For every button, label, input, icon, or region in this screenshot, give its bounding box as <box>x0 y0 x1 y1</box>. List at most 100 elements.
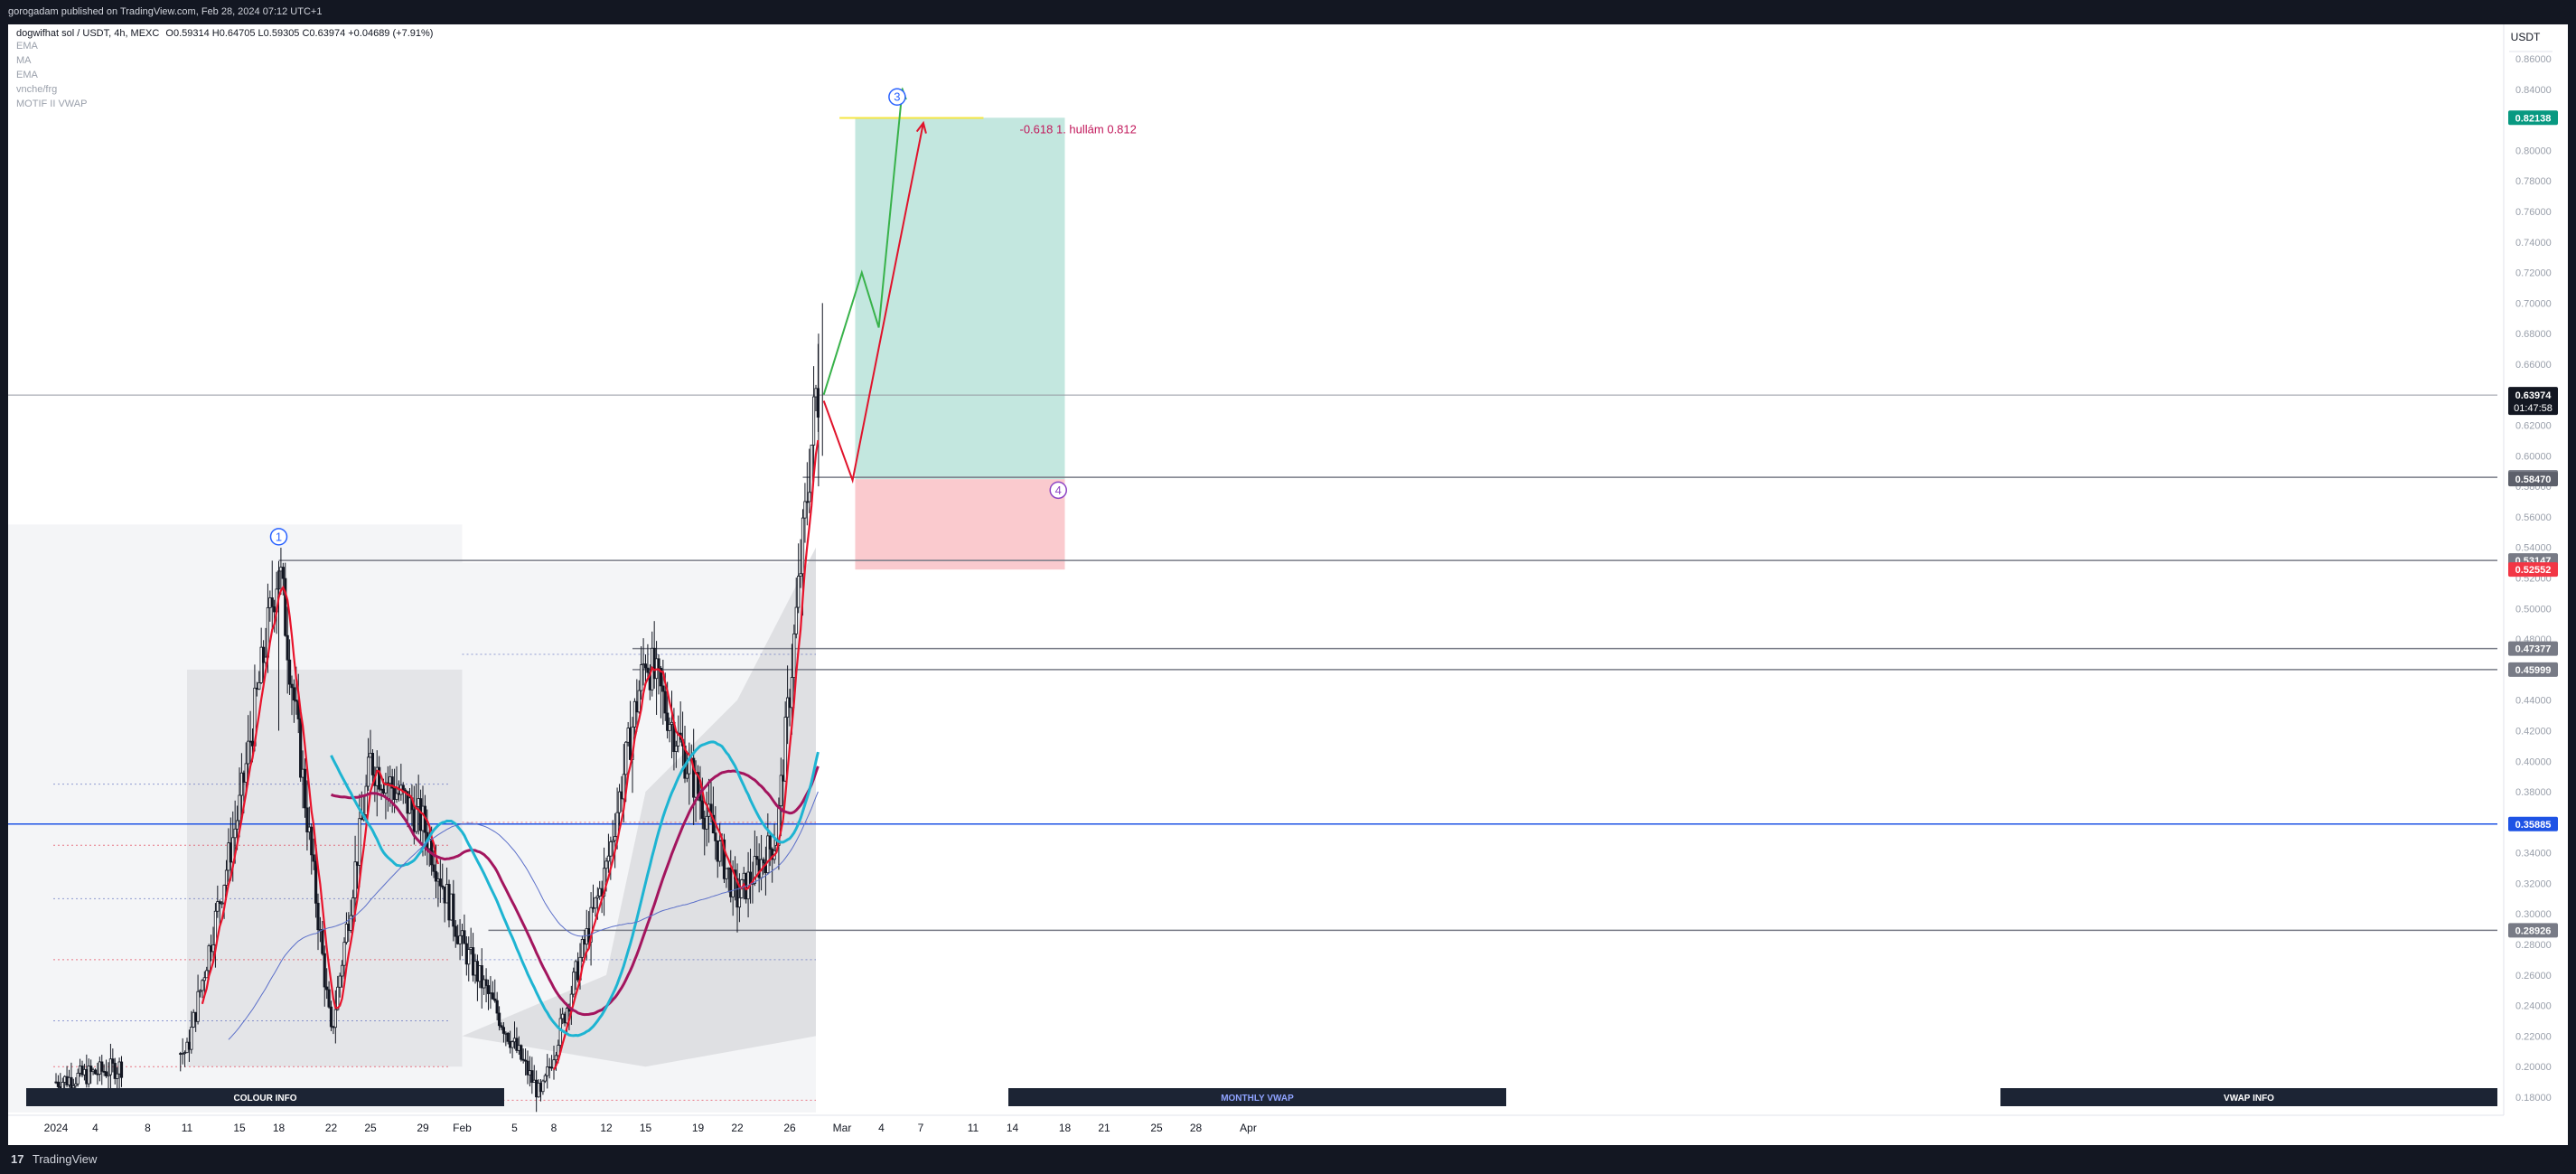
candle-body <box>303 768 307 809</box>
ohlc-values: O0.59314 H0.64705 L0.59305 C0.63974 +0.0… <box>165 28 434 39</box>
indicator-ema-2[interactable]: EMA <box>16 70 38 80</box>
candle-body <box>284 578 287 636</box>
chart-legend: dogwifhat sol / USDT, 4h, MEXC O0.59314 … <box>16 28 436 111</box>
candle-body <box>233 828 237 839</box>
y-tick-label: 0.76000 <box>2515 207 2552 218</box>
ema-fast-line <box>553 439 820 1071</box>
currency-label: USDT <box>2511 31 2541 43</box>
candle-body <box>558 1018 562 1046</box>
candle-body <box>287 659 292 685</box>
price-label-bg <box>2508 816 2558 831</box>
candle-body <box>202 977 206 981</box>
candle-body <box>378 766 381 790</box>
price-label: 0.45999 <box>2515 665 2552 676</box>
candle-body <box>395 793 398 800</box>
candle-body <box>281 567 285 579</box>
candle-body <box>71 1085 75 1089</box>
candle-body <box>748 871 753 885</box>
y-tick-label: 0.78000 <box>2515 176 2552 187</box>
candle-body <box>93 1069 98 1075</box>
symbol-name[interactable]: dogwifhat sol / USDT, 4h, MEXC <box>16 28 160 39</box>
indicator-ema-1[interactable]: EMA <box>16 41 38 52</box>
candle-body <box>100 1061 104 1072</box>
candle-body <box>370 753 375 775</box>
candle-body <box>722 839 726 879</box>
y-tick-label: 0.18000 <box>2515 1093 2552 1104</box>
x-tick-label: 19 <box>692 1122 705 1134</box>
candle-body <box>111 1058 115 1064</box>
candle-body <box>366 756 370 787</box>
candle-body <box>530 1070 534 1084</box>
x-tick-label: 25 <box>1150 1122 1163 1134</box>
candle-body <box>554 1055 558 1061</box>
candle-body <box>725 868 728 879</box>
candle-body <box>314 860 318 904</box>
x-tick-label: Feb <box>453 1122 472 1134</box>
candle-body <box>792 634 796 678</box>
chart-frame[interactable]: -0.618 1. hullám 0.812 1 3 4 COLOUR INFO MONT… <box>8 24 2568 1145</box>
price-label-bg <box>2508 923 2558 938</box>
candle-body <box>668 724 671 731</box>
wave-label-3: 3 <box>894 90 900 104</box>
x-tick-label: 28 <box>1190 1122 1203 1134</box>
candle-body <box>511 1041 514 1048</box>
target-zone <box>855 117 1065 480</box>
y-tick-label: 0.80000 <box>2515 146 2552 156</box>
candle-body <box>342 942 346 966</box>
candle-body <box>238 794 241 822</box>
candle-body <box>295 700 298 702</box>
candle-body <box>340 964 344 977</box>
candle-body <box>89 1066 93 1073</box>
candle-body <box>768 835 772 850</box>
candle-body <box>484 979 488 986</box>
y-tick-label: 0.30000 <box>2515 909 2552 920</box>
candle-body <box>321 929 324 954</box>
candle-body <box>216 901 220 912</box>
candle-body <box>196 991 200 1022</box>
candle-body <box>463 930 466 944</box>
candle-body <box>705 815 708 830</box>
x-tick-label: 5 <box>511 1122 518 1134</box>
candle-body <box>506 1032 510 1042</box>
candle-body <box>696 772 700 794</box>
candle-body <box>779 775 782 806</box>
tradingview-logo-icon[interactable]: 17 <box>11 1152 24 1166</box>
candle-body <box>700 800 704 819</box>
candle-body <box>794 606 798 634</box>
candle-body <box>74 1083 78 1086</box>
publish-text: gorogadam published on TradingView.com, … <box>8 6 323 17</box>
candle-body <box>497 1012 501 1027</box>
price-label-bg <box>2508 110 2558 126</box>
candle-body <box>467 949 471 965</box>
candle-body <box>323 953 326 988</box>
candle-body <box>632 700 637 728</box>
price-label-bg <box>2508 562 2558 578</box>
candle-body <box>358 818 361 866</box>
info-box <box>2000 1088 2497 1106</box>
feb-inner-band <box>462 547 816 1067</box>
x-tick-label: 22 <box>731 1122 744 1134</box>
candle-body <box>329 1006 333 1028</box>
candle-body <box>452 893 455 927</box>
candle-body <box>333 1009 337 1028</box>
x-tick-label: 11 <box>182 1122 193 1134</box>
indicator-vwap[interactable]: MOTIF II VWAP <box>16 99 88 109</box>
wave-label-4: 4 <box>1055 484 1062 497</box>
candle-body <box>624 741 628 775</box>
indicator-ma[interactable]: MA <box>16 55 32 66</box>
publish-header: gorogadam published on TradingView.com, … <box>0 0 2576 24</box>
candle-body <box>244 763 248 783</box>
brand-name[interactable]: TradingView <box>32 1152 98 1166</box>
candle-body <box>640 664 643 691</box>
candle-body <box>205 970 209 979</box>
candle-body <box>434 870 438 882</box>
indicator-vnche[interactable]: vnche/frg <box>16 84 58 95</box>
price-chart[interactable]: -0.618 1. hullám 0.812 1 3 4 COLOUR INFO MONT… <box>8 24 2568 1145</box>
candle-body <box>480 965 483 989</box>
y-tick-label: 0.56000 <box>2515 512 2552 523</box>
x-tick-label: 8 <box>551 1122 557 1134</box>
candle-body <box>286 634 289 661</box>
price-label: 0.35885 <box>2515 820 2552 831</box>
candle-body <box>714 832 717 841</box>
candle-body <box>493 998 497 1001</box>
